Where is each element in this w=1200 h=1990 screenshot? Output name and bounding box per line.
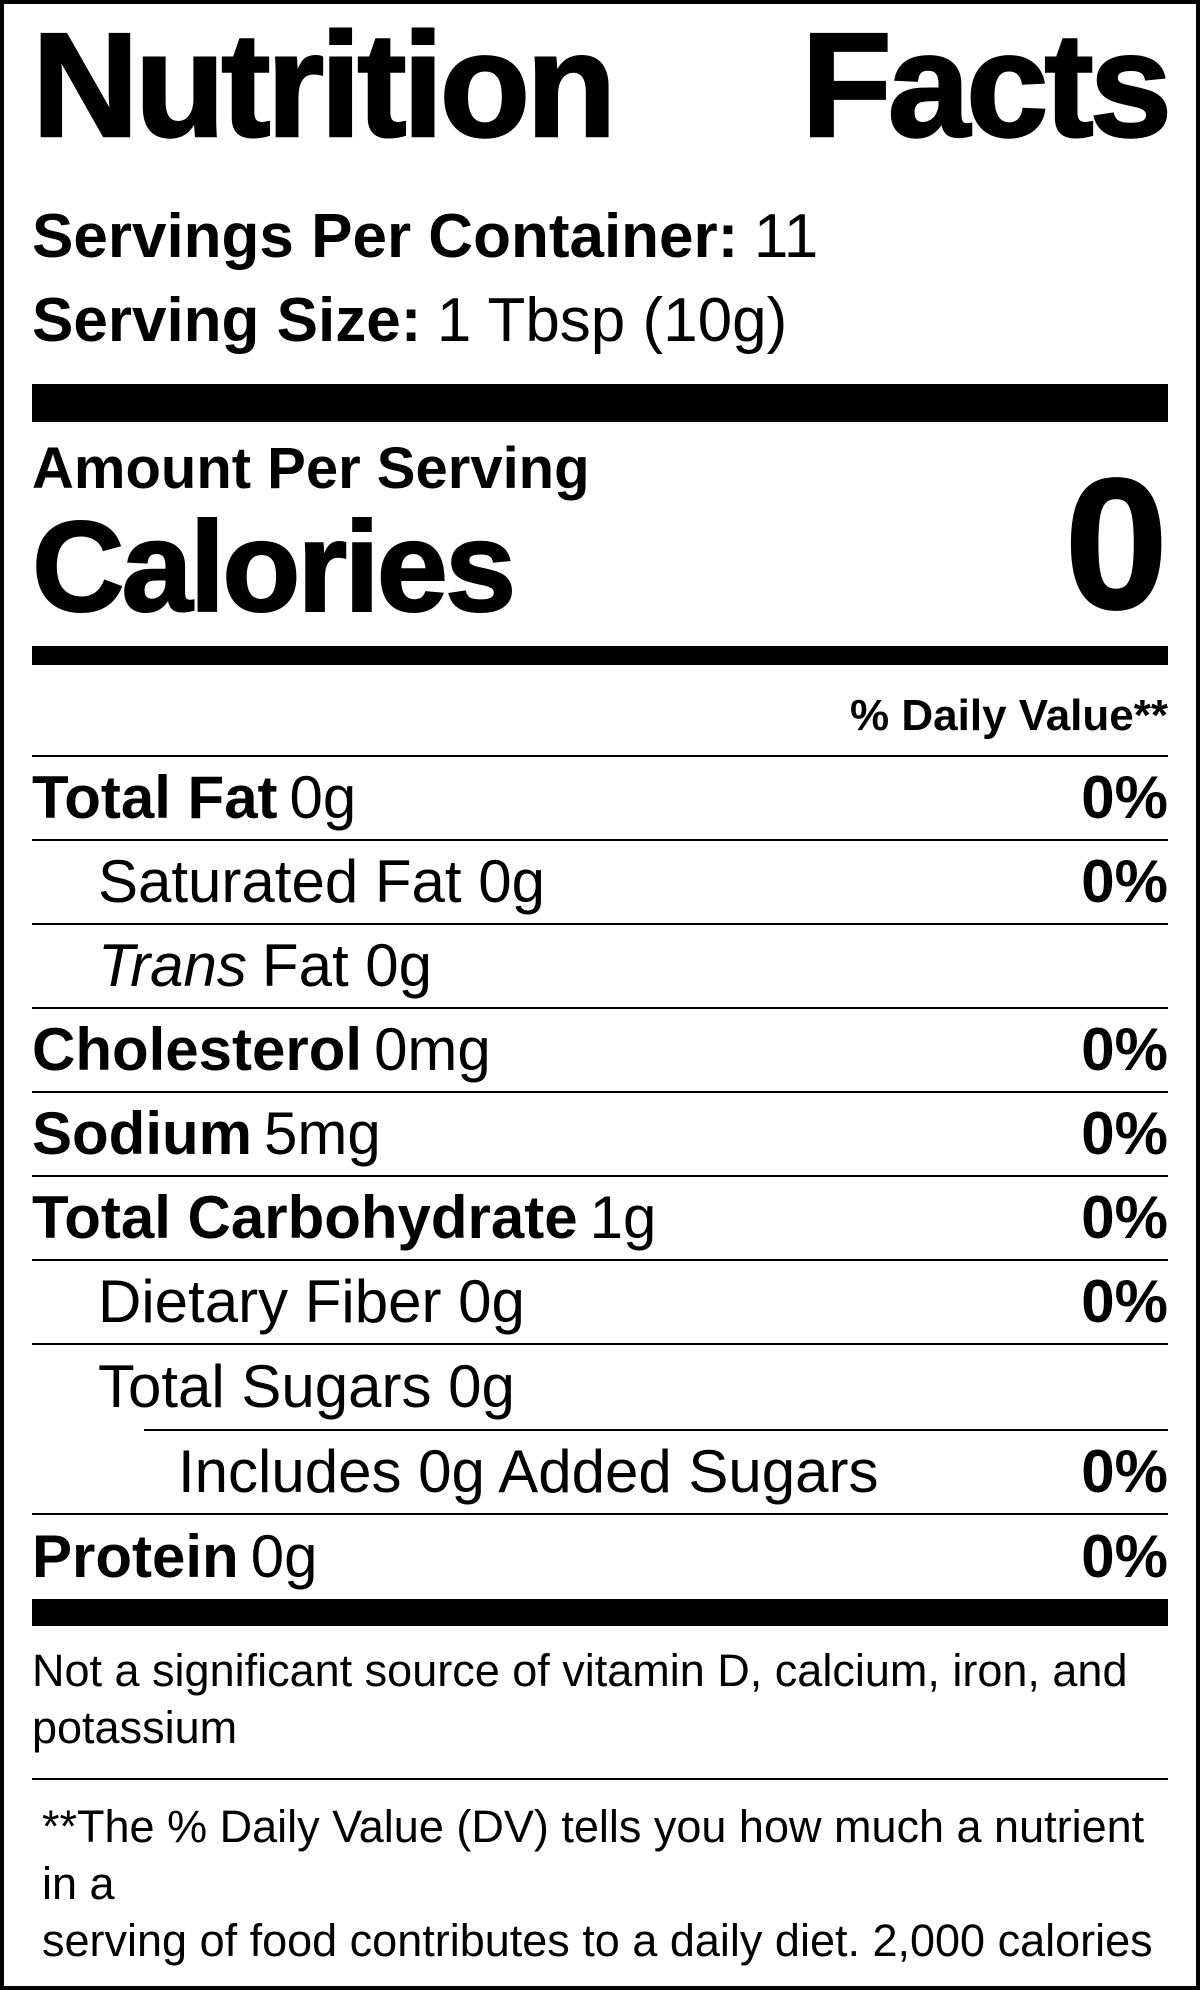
nutrient-row: Total Carbohydrate 1g 0%: [32, 1177, 1168, 1261]
nutrient-name: Total Sugars 0g: [32, 1355, 515, 1419]
nutrient-row: Saturated Fat 0g 0%: [32, 841, 1168, 925]
nutrient-name-rest: 5mg: [264, 1100, 381, 1167]
nutrient-name-bold: Total Carbohydrate: [32, 1184, 578, 1251]
label-title-word-1: Nutrition: [31, 3, 618, 168]
nutrient-name-italic: Trans: [98, 932, 247, 999]
calories-row: Calories 0: [31, 451, 1169, 639]
nutrient-daily-value: 0%: [1081, 1184, 1168, 1251]
nutrient-rows: Total Fat 0g 0% Saturated Fat 0g 0% Trans…: [32, 757, 1168, 1599]
nutrient-row: Includes 0g Added Sugars 0%: [32, 1431, 1168, 1515]
nutrient-row: Trans Fat 0g: [32, 925, 1168, 1009]
label-title-word-2: Facts: [800, 3, 1173, 168]
nutrient-row: Dietary Fiber 0g 0%: [32, 1261, 1168, 1345]
source-note: Not a significant source of vitamin D, c…: [32, 1626, 1168, 1780]
nutrient-name: Cholesterol 0mg: [32, 1018, 491, 1082]
calories-label: Calories: [31, 496, 517, 639]
nutrient-name-rest: 0mg: [374, 1016, 491, 1083]
nutrient-name: Saturated Fat 0g: [32, 850, 545, 914]
nutrient-name-rest: 0g: [250, 1523, 318, 1590]
nutrient-name-bold: Total Fat: [32, 764, 278, 831]
nutrient-name-rest: Includes 0g Added Sugars: [178, 1438, 879, 1505]
nutrient-row: Total Fat 0g 0%: [32, 757, 1168, 841]
nutrient-name-bold: Cholesterol: [32, 1016, 363, 1083]
nutrient-daily-value: 0%: [1081, 764, 1168, 831]
divider-mid: [32, 646, 1168, 665]
nutrient-name: Trans Fat 0g: [32, 934, 432, 998]
nutrient-name-rest: Total Sugars 0g: [98, 1353, 515, 1420]
nutrient-name-bold: Protein: [32, 1523, 239, 1590]
nutrient-daily-value: 0%: [1081, 1100, 1168, 1167]
serving-size-label: Serving Size:: [32, 286, 422, 355]
daily-value-footnote: **The % Daily Value (DV) tells you how m…: [42, 1801, 1153, 1986]
divider-partial: [144, 1429, 1168, 1431]
calories-value: 0: [1064, 441, 1169, 648]
nutrient-row: Cholesterol 0mg 0%: [32, 1009, 1168, 1093]
nutrient-name: Sodium 5mg: [32, 1102, 381, 1166]
serving-size-line: Serving Size: 1 Tbsp (10g): [32, 284, 1168, 358]
nutrient-name-bold: Sodium: [32, 1100, 252, 1167]
serving-size-value: 1 Tbsp (10g): [436, 286, 788, 355]
label-title: Nutrition Facts: [31, 3, 1173, 168]
nutrient-name: Includes 0g Added Sugars: [32, 1440, 879, 1504]
nutrient-name: Total Carbohydrate 1g: [32, 1186, 656, 1250]
servings-per-container-label: Servings Per Container:: [32, 202, 739, 271]
nutrient-name-rest: 1g: [589, 1184, 657, 1251]
nutrient-daily-value: 0%: [1081, 848, 1168, 915]
nutrient-row: Sodium 5mg 0%: [32, 1093, 1168, 1177]
daily-value-header: % Daily Value**: [32, 665, 1168, 757]
nutrient-daily-value: 0%: [1081, 1523, 1168, 1590]
nutrient-daily-value: 0%: [1081, 1016, 1168, 1083]
nutrient-name-rest: 0g: [289, 764, 357, 831]
nutrient-name: Dietary Fiber 0g: [32, 1270, 525, 1334]
divider-thick-bottom: [32, 1599, 1168, 1626]
nutrient-name: Total Fat 0g: [32, 766, 356, 830]
nutrient-name-rest: Fat 0g: [261, 932, 433, 999]
servings-per-container-value: 11: [753, 202, 819, 271]
servings-per-container-line: Servings Per Container: 11: [32, 200, 1168, 274]
nutrient-name: Protein 0g: [32, 1525, 317, 1589]
amount-per-serving-heading: Amount Per Serving: [32, 436, 590, 501]
nutrient-daily-value: 0%: [1081, 1268, 1168, 1335]
nutrient-name-rest: Saturated Fat 0g: [98, 848, 545, 915]
nutrient-row: Total Sugars 0g: [32, 1345, 1168, 1429]
nutrient-name-rest: Dietary Fiber 0g: [98, 1268, 525, 1335]
nutrient-row: Protein 0g 0%: [32, 1515, 1168, 1599]
nutrient-daily-value: 0%: [1081, 1438, 1168, 1505]
divider-thick-top: [32, 384, 1168, 422]
